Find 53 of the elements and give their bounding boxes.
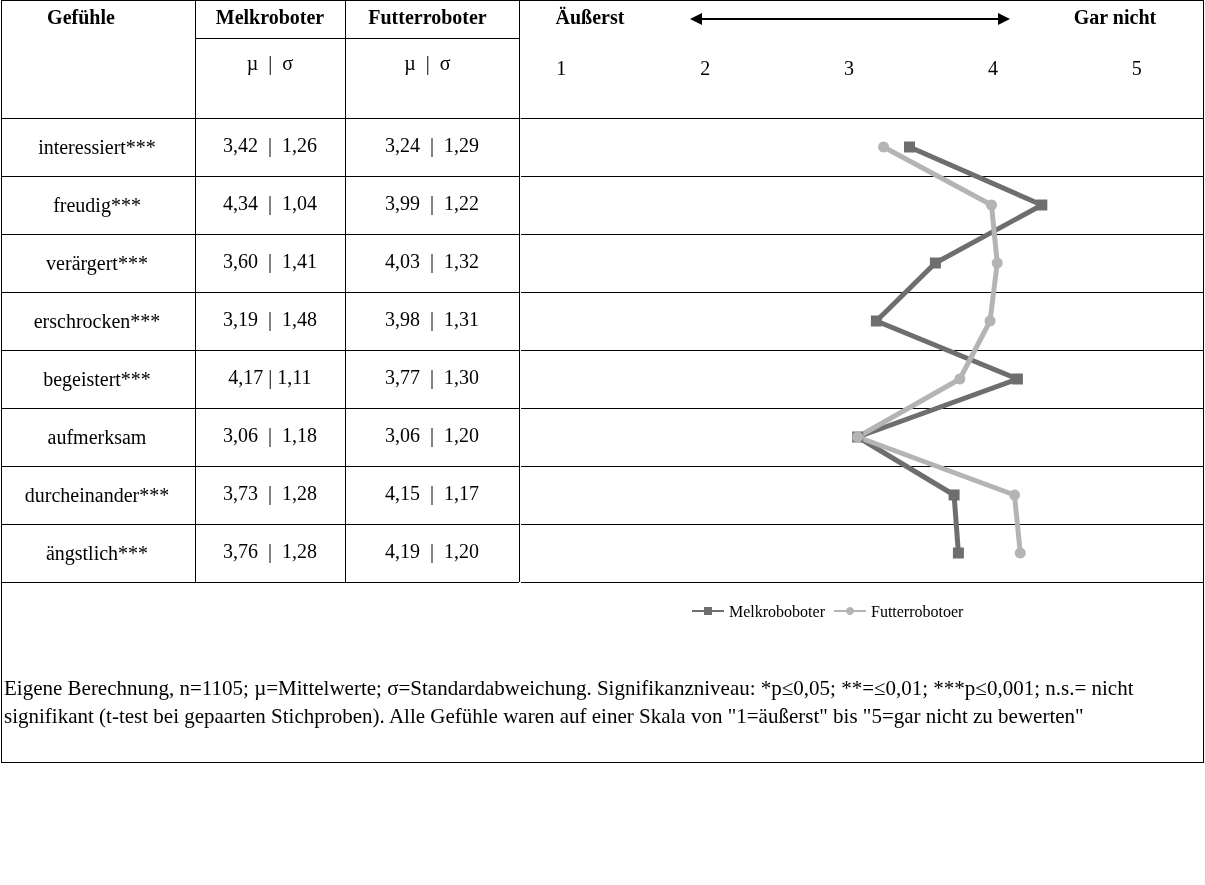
point <box>991 257 1003 269</box>
data-label: 4,03 | 1,32 <box>384 250 480 273</box>
data-label: 4,19 | 1,20 <box>384 540 480 563</box>
data-label: 3,06 | 1,18 <box>222 424 318 447</box>
data-label: 4,34 | 1,04 <box>222 192 318 215</box>
text: Futterroboter <box>367 6 488 29</box>
data-label: 3,19 | 1,48 <box>222 308 318 331</box>
point <box>1011 373 1023 385</box>
data-label: 4,15 | 1,17 <box>384 482 480 505</box>
x2-tick-label: 2 <box>700 57 711 79</box>
point <box>948 489 960 501</box>
point <box>903 141 915 153</box>
legend-label: Futterrobotoer <box>870 602 965 620</box>
point <box>952 547 964 559</box>
y-tick-label: erschrocken*** <box>33 310 161 332</box>
text: µ | σ <box>245 52 295 75</box>
point <box>986 199 997 211</box>
point <box>1036 199 1048 211</box>
text: Äußerst <box>554 6 626 29</box>
point <box>954 373 966 385</box>
text: Eigene Berechnung, n=1105; µ=Mittelwerte; σ=Standardabweichung. Signifikanzniveau: *p≤0,05; **=≤0,01; ***p≤0,001; n.s.= nicht signifikant (t-test bei gepaarten Stichproben). Alle Gefühle waren auf einer Skala von "1=äußerst" bis "5=gar nicht zu bewerten" <box>4 675 1135 730</box>
x2-tick-label: 3 <box>844 57 855 79</box>
data-label: 3,98 | 1,31 <box>384 308 480 331</box>
point <box>1009 489 1021 501</box>
data-label: 3,60 | 1,41 <box>222 250 318 273</box>
y-tick-label: aufmerksam <box>47 426 147 448</box>
text: Melkroboter <box>214 6 326 29</box>
data-label: 3,24 | 1,29 <box>384 134 480 157</box>
point <box>929 257 941 269</box>
data-label: 3,76 | 1,28 <box>222 540 318 563</box>
legend-label: Melkroboboter <box>729 602 826 620</box>
point <box>984 315 996 327</box>
data-label: 3,73 | 1,28 <box>222 482 318 505</box>
y-tick-label: begeistert*** <box>43 368 151 391</box>
data-label: 3,99 | 1,22 <box>384 192 480 215</box>
data-label: 3,06 | 1,20 <box>384 424 480 447</box>
y-tick-label: ängstlich*** <box>45 542 149 565</box>
data-label: 4,17 | 1,11 <box>227 366 313 389</box>
text: µ | σ <box>403 52 452 75</box>
data-label: 3,42 | 1,26 <box>222 134 318 157</box>
x2-tick-label: 5 <box>1131 57 1142 79</box>
text: Gar nicht <box>1072 6 1158 29</box>
x2-tick-label: 4 <box>987 57 998 79</box>
point <box>1014 547 1026 559</box>
y-tick-label: durcheinander*** <box>24 484 170 506</box>
y-tick-label: verärgert*** <box>46 252 148 275</box>
data-label: 3,77 | 1,30 <box>384 366 480 389</box>
point <box>878 141 890 153</box>
y-tick-label: interessiert*** <box>38 136 156 158</box>
x2-tick-label: 1 <box>556 57 567 79</box>
y-tick-label: freudig*** <box>53 194 141 217</box>
point <box>870 315 882 327</box>
text: Gefühle <box>46 6 116 29</box>
